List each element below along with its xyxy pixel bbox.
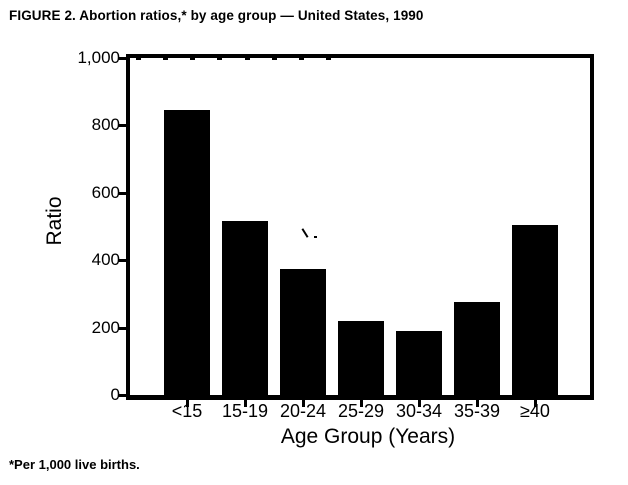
y-tick-label-1000: 1,000 [77, 48, 120, 67]
x-tick-label-35-39: 35-39 [453, 401, 501, 421]
figure-title: FIGURE 2. Abortion ratios,* by age group… [9, 8, 424, 23]
x-axis-title: Age Group (Years) [280, 425, 456, 448]
x-tick-label-<15: <15 [171, 401, 203, 421]
y-tick-600 [118, 192, 126, 195]
scan-artifact-dash [217, 58, 222, 60]
x-tick-label-≥40: ≥40 [520, 401, 550, 421]
x-tick-15-19 [244, 400, 247, 407]
scan-artifact-dash [136, 58, 141, 60]
x-tick-30-34 [418, 400, 421, 407]
scan-artifact-dash [245, 58, 250, 60]
x-tick-label-15-19: 15-19 [221, 401, 269, 421]
x-tick-<15 [186, 400, 189, 407]
y-tick-label-600: 600 [91, 183, 120, 202]
x-tick-25-29 [360, 400, 363, 407]
x-tick-label-20-24: 20-24 [279, 401, 327, 421]
bar-30-34 [396, 331, 442, 395]
bar-<15 [164, 110, 210, 395]
y-axis-title: Ratio [43, 196, 66, 246]
scan-artifact-dash [326, 58, 331, 60]
y-tick-1000 [118, 57, 126, 60]
y-tick-label-400: 400 [91, 250, 120, 269]
bar-20-24 [280, 269, 326, 395]
x-tick-35-39 [476, 400, 479, 407]
scan-artifact-dash [163, 58, 168, 60]
bar-35-39 [454, 302, 500, 395]
scan-artifact-dash [272, 58, 277, 60]
scan-artifact-dot [314, 236, 317, 238]
y-tick-label-0: 0 [110, 385, 120, 404]
y-tick-400 [118, 259, 126, 262]
x-tick-20-24 [302, 400, 305, 407]
scan-artifact-dash [299, 58, 304, 60]
x-tick-≥40 [534, 400, 537, 407]
bar-25-29 [338, 321, 384, 395]
bar-≥40 [512, 225, 558, 395]
y-tick-200 [118, 327, 126, 330]
bar-15-19 [222, 221, 268, 395]
plot-area [130, 58, 590, 395]
y-tick-800 [118, 124, 126, 127]
x-tick-label-25-29: 25-29 [337, 401, 385, 421]
y-tick-0 [118, 394, 126, 397]
figure-footnote: *Per 1,000 live births. [9, 457, 140, 472]
y-tick-label-200: 200 [91, 318, 120, 337]
y-tick-label-800: 800 [91, 115, 120, 134]
scan-artifact-dash [190, 58, 195, 60]
x-tick-label-30-34: 30-34 [395, 401, 443, 421]
